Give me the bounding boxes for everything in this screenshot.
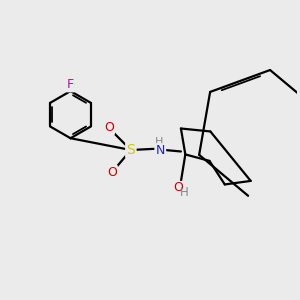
Text: N: N: [156, 144, 165, 158]
Text: O: O: [174, 182, 184, 194]
Text: H: H: [180, 186, 189, 199]
Text: H: H: [154, 137, 163, 147]
Text: S: S: [127, 143, 135, 157]
Text: F: F: [67, 78, 74, 91]
Text: O: O: [104, 121, 114, 134]
Text: O: O: [107, 166, 117, 179]
